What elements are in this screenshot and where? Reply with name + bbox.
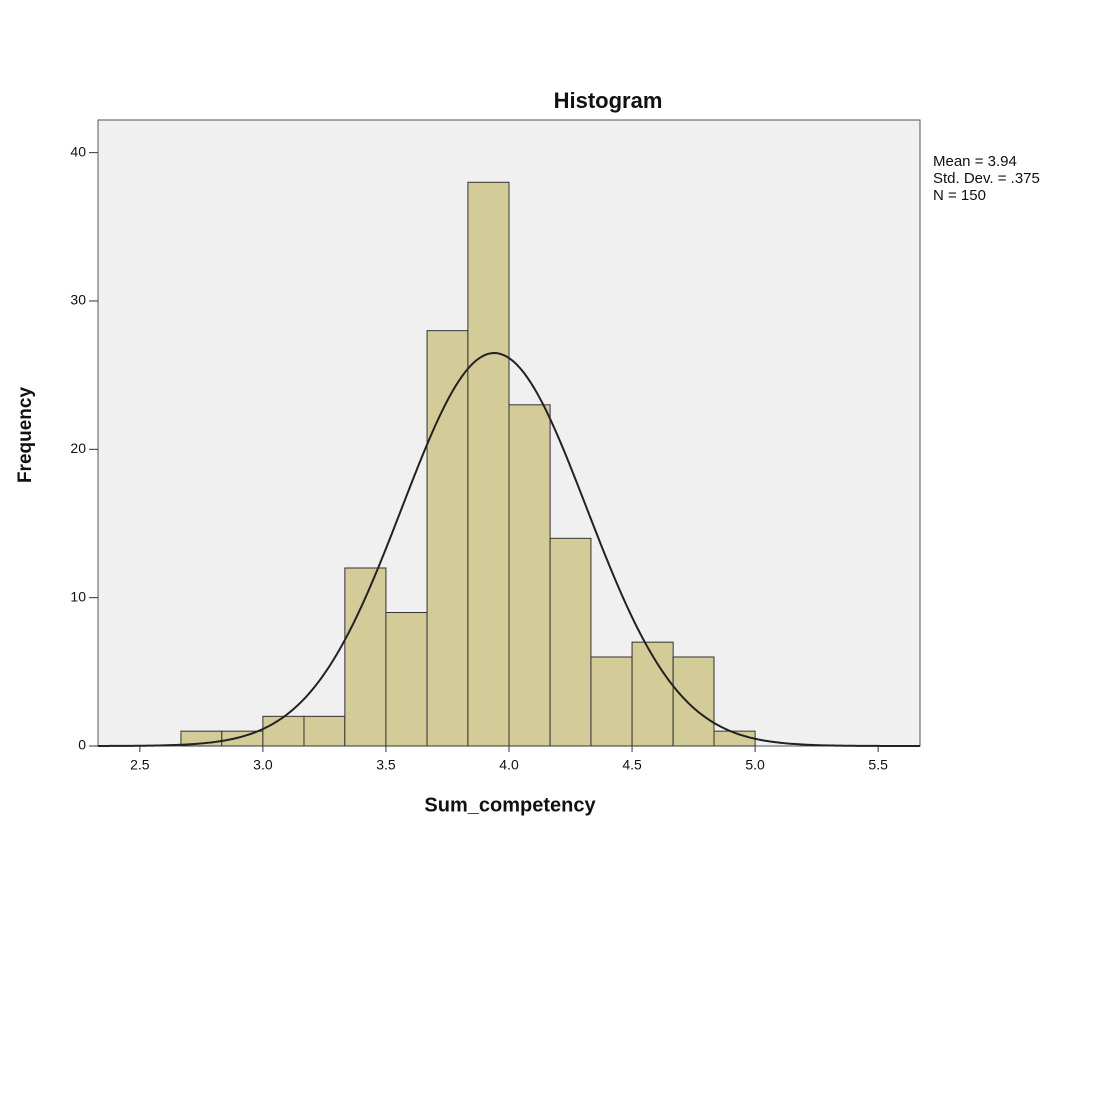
y-axis-label: Frequency <box>15 387 36 484</box>
x-tick-label: 5.0 <box>745 757 765 773</box>
bar <box>385 611 428 747</box>
x-tick-label: 2.5 <box>130 757 150 773</box>
y-tick-label: 40 <box>70 143 86 159</box>
x-tick-label: 3.5 <box>376 757 396 773</box>
bar <box>590 656 633 747</box>
bar <box>262 715 305 747</box>
stats-annotation: Std. Dev. = .375 <box>933 170 1040 187</box>
x-tick-label: 5.5 <box>868 757 888 773</box>
bar <box>426 330 469 747</box>
chart-title: Histogram <box>554 88 663 113</box>
bar <box>221 730 264 747</box>
y-tick-label: 20 <box>70 440 86 456</box>
stats-annotation: N = 150 <box>933 187 986 204</box>
normal-curve <box>98 352 920 747</box>
stats-annotation: Mean = 3.94 <box>933 153 1017 170</box>
x-tick-label: 4.0 <box>499 757 519 773</box>
bar <box>508 404 551 747</box>
x-axis-label: Sum_competency <box>424 794 596 816</box>
bar <box>672 656 715 747</box>
bar <box>303 715 346 747</box>
y-tick-label: 30 <box>70 292 86 308</box>
y-tick-label: 0 <box>78 737 86 753</box>
bar <box>549 537 592 747</box>
x-tick-label: 4.5 <box>622 757 642 773</box>
bar <box>344 567 387 747</box>
bar <box>467 181 510 747</box>
x-tick-label: 3.0 <box>253 757 273 773</box>
y-tick-label: 10 <box>70 588 86 604</box>
